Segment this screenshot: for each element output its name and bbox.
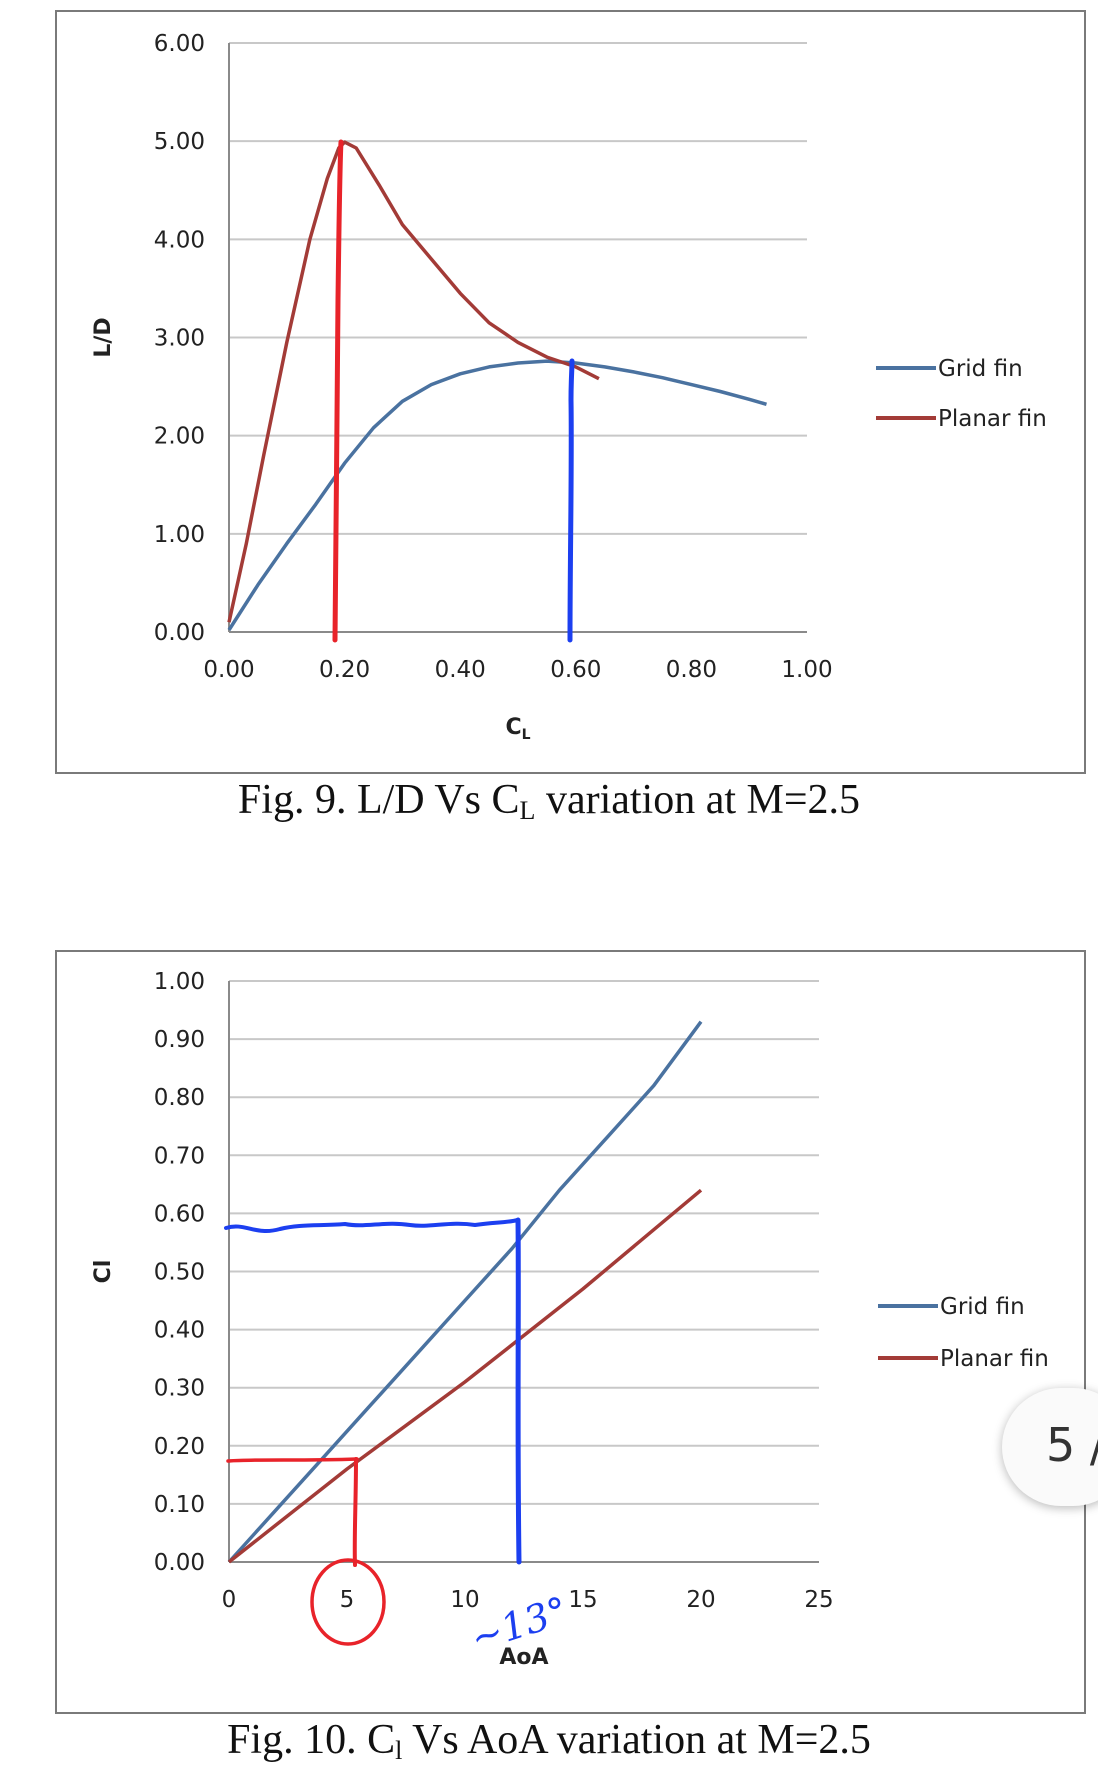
annotation-red-circle	[310, 1558, 386, 1646]
y-tick-label: 0.90	[154, 1027, 205, 1053]
cl-vs-aoa-chart: 0.00 0.10 0.20 0.30 0.40 0.50 0.60 0.70 0.80 0.90…	[91, 969, 1049, 1670]
x-tick-label: 0	[222, 1587, 237, 1613]
annotation-blue-vertical-line	[515, 1217, 522, 1565]
caption-text-suffix: Vs AoA variation at M=2.5	[402, 1717, 871, 1763]
legend-label: Planar fin	[938, 406, 1047, 432]
y-tick-label: 0.20	[154, 1434, 205, 1460]
x-tick-label: 20	[686, 1587, 715, 1613]
annotation-red-vertical-line	[332, 139, 344, 643]
y-tick-label: 0.10	[154, 1492, 205, 1518]
y-tick-label: 0.00	[154, 620, 205, 646]
ld-vs-cl-chart: 0.00 1.00 2.00 3.00 4.00 5.00 6.00 0.00 0.20 0.40…	[91, 31, 1047, 743]
x-tick-label: 0.80	[666, 657, 717, 683]
x-axis-title: AoA	[499, 1645, 548, 1670]
page-indicator-chip[interactable]: 5 /	[1002, 1388, 1098, 1506]
x-tick-label: 0.00	[203, 657, 254, 683]
y-tick-label: 2.00	[154, 424, 205, 450]
legend-label: Grid fin	[940, 1294, 1025, 1320]
y-tick-label: 0.30	[154, 1376, 205, 1402]
y-axis-title: L/D	[91, 317, 116, 357]
x-tick-label: 25	[804, 1587, 833, 1613]
annotation-blue-vertical-line	[567, 358, 575, 643]
annotation-red-vertical-line	[352, 1457, 358, 1567]
series-line-planar-fin	[227, 1188, 703, 1564]
y-tick-label: 0.40	[154, 1318, 205, 1344]
caption-subscript: L	[519, 796, 536, 825]
caption-text: Fig. 10. C	[227, 1717, 396, 1763]
y-tick-label: 6.00	[154, 31, 205, 57]
legend-label: Planar fin	[940, 1346, 1049, 1372]
x-axis-title-subscript: L	[522, 727, 531, 743]
y-tick-label: 0.50	[154, 1260, 205, 1286]
figure-10-caption: Fig. 10. Cl Vs AoA variation at M=2.5	[0, 1716, 1098, 1766]
y-tick-label: 4.00	[154, 227, 205, 253]
series-line-grid-fin	[227, 1020, 703, 1564]
x-tick-label: 15	[568, 1587, 597, 1613]
figure-10-panel	[55, 950, 1086, 1714]
series-line-planar-fin	[227, 140, 600, 623]
page-indicator-label: 5 /	[1046, 1418, 1098, 1472]
caption-text: Fig. 9. L/D Vs C	[237, 777, 520, 823]
y-axis-title: Cl	[91, 1260, 116, 1284]
y-tick-label: 3.00	[154, 326, 205, 352]
caption-text-suffix: variation at M=2.5	[535, 777, 861, 823]
x-tick-label: 0.20	[319, 657, 370, 683]
caption-subscript: l	[395, 1736, 403, 1765]
x-tick-label: 5	[340, 1587, 355, 1613]
y-tick-label: 0.80	[154, 1085, 205, 1111]
x-tick-label: 1.00	[781, 657, 832, 683]
y-tick-label: 5.00	[154, 129, 205, 155]
figure-9-caption: Fig. 9. L/D Vs CL variation at M=2.5	[0, 776, 1098, 826]
y-tick-label: 0.60	[154, 1201, 205, 1227]
y-tick-label: 1.00	[154, 522, 205, 548]
x-tick-label: 0.60	[550, 657, 601, 683]
y-tick-label: 1.00	[154, 969, 205, 995]
y-tick-label: 0.70	[154, 1143, 205, 1169]
legend-label: Grid fin	[938, 356, 1023, 382]
series-line-grid-fin	[227, 359, 767, 631]
x-tick-label: 0.40	[435, 657, 486, 683]
annotation-red-horizontal-line	[226, 1457, 359, 1463]
y-tick-label: 0.00	[154, 1550, 205, 1576]
annotation-blue-horizontal-line	[224, 1218, 520, 1233]
x-tick-label: 10	[450, 1587, 479, 1613]
